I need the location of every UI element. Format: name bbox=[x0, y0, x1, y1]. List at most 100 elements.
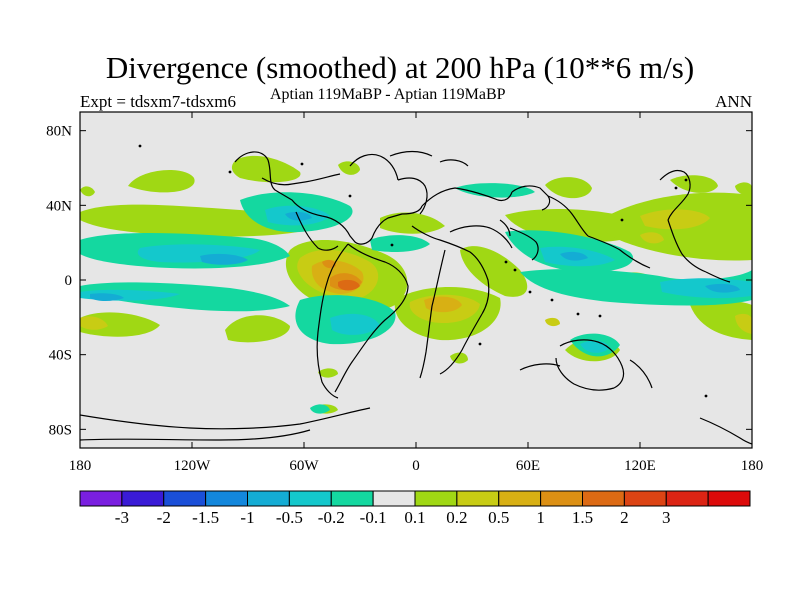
island bbox=[504, 260, 508, 264]
colorbar: -3 -2 -1.5 -1 -0.5 -0.2 -0.1 0.1 0.2 0.5 1 1.5 2 3 bbox=[79, 490, 751, 527]
colorbar-label: -2 bbox=[157, 508, 171, 527]
coastline bbox=[509, 227, 539, 261]
island bbox=[228, 170, 232, 174]
lon-tick-label: 120E bbox=[624, 458, 656, 474]
coastline bbox=[80, 407, 371, 430]
lon-tick-label: 180 bbox=[741, 458, 764, 474]
season-label: ANN bbox=[715, 92, 752, 111]
island bbox=[550, 298, 554, 302]
lon-tick-label: 180 bbox=[69, 458, 92, 474]
contour-region bbox=[545, 177, 592, 199]
lat-tick-label: 0 bbox=[65, 273, 73, 289]
coastlines bbox=[80, 150, 752, 445]
coastline bbox=[667, 219, 707, 273]
colorbar-swatch bbox=[707, 490, 751, 507]
contour-region bbox=[231, 155, 301, 183]
contour-region bbox=[455, 183, 535, 198]
divergence-field bbox=[80, 155, 752, 414]
island bbox=[704, 394, 708, 398]
coastline bbox=[295, 211, 339, 251]
coastline bbox=[421, 187, 513, 207]
contour-region bbox=[80, 316, 108, 330]
lon-tick-label: 0 bbox=[412, 458, 420, 474]
colorbar-label: -1 bbox=[240, 508, 254, 527]
coastline bbox=[559, 339, 625, 389]
contour-region bbox=[660, 278, 752, 299]
contour-region bbox=[560, 251, 588, 261]
coastline bbox=[499, 219, 511, 237]
island bbox=[576, 312, 580, 316]
coastline-islands bbox=[138, 144, 708, 398]
island bbox=[528, 290, 532, 294]
colorbar-label: -3 bbox=[115, 508, 129, 527]
contour-region bbox=[380, 212, 445, 234]
colorbar-swatch bbox=[498, 490, 542, 507]
island bbox=[674, 186, 678, 190]
colorbar-swatch bbox=[414, 490, 458, 507]
contour-region bbox=[545, 317, 560, 327]
case-label: Aptian 119MaBP - Aptian 119MaBP bbox=[270, 86, 506, 103]
island bbox=[138, 144, 142, 148]
contour-region bbox=[370, 235, 430, 252]
contour-region bbox=[670, 175, 718, 193]
latitude-axis: 80N 40N 0 40S 80S bbox=[46, 124, 752, 438]
coastline bbox=[439, 313, 483, 375]
colorbar-swatch bbox=[121, 490, 165, 507]
coastline bbox=[80, 429, 311, 441]
island bbox=[620, 218, 624, 222]
coastline bbox=[705, 271, 731, 283]
coastline bbox=[511, 185, 551, 211]
colorbar-swatch bbox=[205, 490, 248, 507]
lon-tick-label: 60E bbox=[516, 458, 540, 474]
coastline bbox=[449, 225, 513, 249]
lat-tick-label: 80N bbox=[46, 124, 72, 140]
colorbar-swatch bbox=[247, 490, 290, 507]
colorbar-swatch bbox=[665, 490, 709, 507]
island bbox=[598, 314, 602, 318]
coastline bbox=[555, 357, 615, 391]
colorbar-swatch bbox=[540, 490, 583, 507]
contour-region bbox=[80, 186, 95, 197]
colorbar-label: 3 bbox=[662, 508, 671, 527]
lat-tick-label: 40N bbox=[46, 198, 72, 214]
contour-region bbox=[640, 232, 664, 244]
coastline bbox=[699, 417, 752, 445]
colorbar-swatch bbox=[163, 490, 207, 507]
contour-region bbox=[80, 312, 160, 337]
colorbar-swatch bbox=[582, 490, 625, 507]
colorbar-label: -0.2 bbox=[318, 508, 345, 527]
colorbar-label: 0.5 bbox=[488, 508, 509, 527]
contour-region bbox=[318, 368, 338, 378]
contour-region bbox=[735, 182, 752, 196]
colorbar-swatch bbox=[372, 490, 416, 507]
contour-region bbox=[705, 283, 740, 293]
colorbar-swatch bbox=[79, 490, 123, 507]
colorbar-label: 0.2 bbox=[446, 508, 467, 527]
coastline bbox=[439, 159, 469, 167]
coastline bbox=[261, 173, 341, 186]
contour-region bbox=[330, 313, 380, 335]
coastline bbox=[547, 195, 589, 237]
lat-tick-label: 80S bbox=[49, 422, 72, 438]
lon-tick-label: 120W bbox=[174, 458, 212, 474]
contour-region bbox=[200, 253, 248, 265]
lon-tick-label: 60W bbox=[289, 458, 319, 474]
coastline bbox=[349, 153, 399, 181]
contour-region bbox=[338, 279, 360, 291]
contour-region bbox=[640, 209, 710, 230]
coastline bbox=[316, 243, 349, 399]
colorbar-swatch bbox=[330, 490, 374, 507]
island bbox=[300, 162, 304, 166]
colorbar-label: -0.1 bbox=[360, 508, 387, 527]
colorbar-swatch bbox=[288, 490, 332, 507]
coastline bbox=[659, 169, 691, 221]
lat-tick-label: 40S bbox=[49, 348, 72, 364]
coastline bbox=[389, 150, 433, 157]
colorbar-swatch bbox=[456, 490, 500, 507]
colorbar-label: 1.5 bbox=[572, 508, 593, 527]
contour-region bbox=[310, 404, 330, 414]
colorbar-label: 0.1 bbox=[404, 508, 425, 527]
contour-region bbox=[225, 315, 290, 343]
coastline bbox=[419, 249, 446, 379]
